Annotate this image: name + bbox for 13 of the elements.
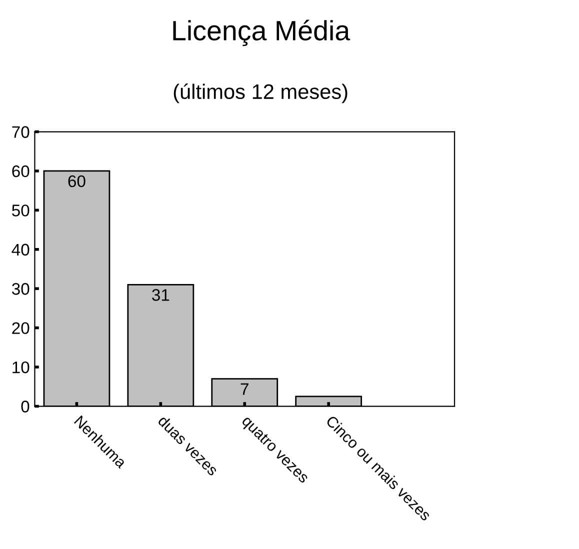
data-label: 60 — [68, 175, 86, 188]
y-tick-label: 0 — [21, 400, 30, 412]
data-label: 31 — [152, 289, 170, 301]
y-tick-label: 30 — [12, 283, 30, 295]
y-tick-label: 60 — [12, 165, 30, 178]
y-tick-label: 20 — [12, 322, 30, 334]
chart-subtitle: (últimos 12 meses) — [174, 83, 348, 104]
y-tick-label: 50 — [12, 204, 30, 216]
y-tick-label: 40 — [12, 244, 30, 256]
chart-title: Licença Média — [173, 20, 350, 46]
y-tick-label: 70 — [12, 126, 30, 138]
y-tick-label: 10 — [12, 361, 30, 374]
data-label: 7 — [240, 383, 248, 395]
